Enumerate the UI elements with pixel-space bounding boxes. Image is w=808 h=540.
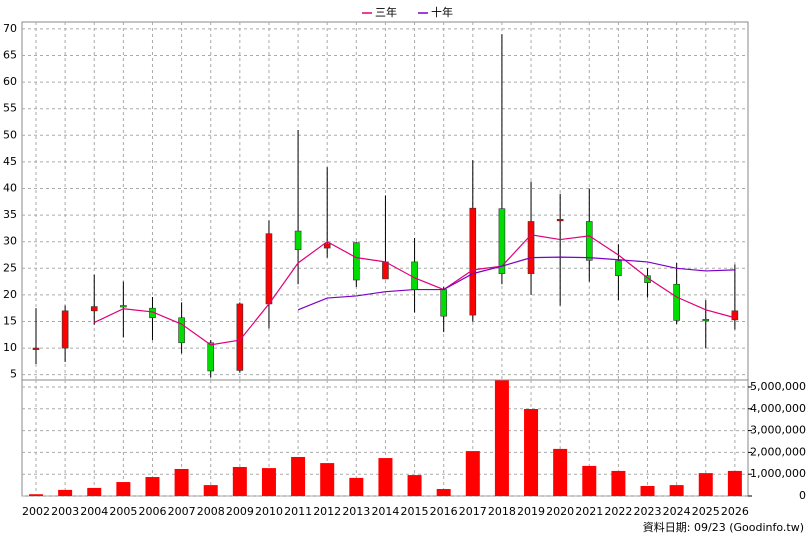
y-tick-label: 5 (10, 368, 17, 381)
volume-bar (58, 489, 73, 496)
x-tick-label: 2018 (488, 505, 516, 518)
y-tick-label: 65 (3, 49, 17, 62)
candle-body (120, 305, 127, 308)
volume-bar (465, 451, 480, 496)
y-tick-label: 10 (3, 341, 17, 354)
x-tick-label: 2010 (255, 505, 283, 518)
x-tick-label: 2024 (663, 505, 691, 518)
candle-body (585, 221, 593, 261)
y-tick-label: 15 (3, 314, 17, 327)
volume-bar (29, 494, 43, 496)
y2-tick-label: 3,000,000 (750, 424, 806, 437)
x-tick-label: 2012 (313, 505, 341, 518)
y2-tick-label: 0 (799, 489, 806, 502)
candle-body (32, 347, 40, 350)
volume-bar (349, 477, 364, 496)
x-tick-label: 2021 (575, 505, 603, 518)
candle-body (265, 233, 273, 305)
candle-body (498, 208, 506, 274)
x-tick-label: 2002 (22, 505, 50, 518)
x-tick-label: 2007 (168, 505, 196, 518)
x-tick-label: 2008 (197, 505, 225, 518)
x-tick-label: 2009 (226, 505, 254, 518)
y-tick-label: 25 (3, 261, 17, 274)
x-tick-label: 2013 (342, 505, 370, 518)
x-tick-label: 2004 (80, 505, 108, 518)
y-tick-label: 30 (3, 235, 17, 248)
volume-bar (320, 463, 335, 496)
y2-tick-label: 1,000,000 (750, 467, 806, 480)
volume-bar (407, 475, 422, 496)
y-tick-label: 60 (3, 75, 17, 88)
volume-bar (494, 380, 509, 496)
x-tick-label: 2025 (692, 505, 720, 518)
x-tick-label: 2023 (634, 505, 662, 518)
volume-bar (727, 470, 742, 496)
volume-bar (640, 485, 655, 496)
candle-body (673, 283, 680, 321)
x-tick-label: 2006 (138, 505, 166, 518)
x-tick-label: 2026 (721, 505, 749, 518)
volume-bar (582, 465, 597, 496)
volume-bar (116, 482, 131, 496)
candle-body (178, 317, 185, 344)
volume-bar (436, 489, 451, 496)
volume-bar (232, 467, 247, 496)
candle-body (440, 289, 447, 317)
legend-label: 三年 (375, 5, 397, 19)
y-tick-label: 70 (3, 22, 17, 35)
volume-bar (203, 485, 218, 496)
volume-bar (291, 456, 306, 496)
x-tick-label: 2016 (430, 505, 458, 518)
volume-bar (669, 485, 684, 496)
x-tick-label: 2005 (109, 505, 137, 518)
x-tick-label: 2011 (284, 505, 312, 518)
candle-body (702, 319, 710, 322)
candle-body (382, 261, 389, 280)
candle-body (469, 207, 477, 316)
volume-bar (145, 477, 160, 496)
y2-tick-label: 2,000,000 (750, 445, 806, 458)
y-tick-label: 45 (3, 155, 17, 168)
volume-bar (611, 470, 626, 496)
legend-label: 十年 (431, 5, 453, 19)
y-tick-label: 55 (3, 102, 17, 115)
candle-body (353, 242, 360, 281)
footer: 資料日期: 09/23 (Goodinfo.tw) (643, 520, 804, 534)
y2-tick-label: 5,000,000 (750, 380, 806, 393)
x-tick-label: 2019 (517, 505, 545, 518)
candle-body (411, 261, 418, 290)
y-tick-label: 40 (3, 181, 17, 194)
candle-body (527, 221, 535, 274)
candle-body (90, 306, 98, 312)
candle-body (731, 310, 739, 321)
volume-bar (174, 468, 189, 496)
volume-bar (87, 487, 102, 496)
candle-body (61, 310, 69, 349)
volume-bar (553, 448, 568, 496)
candle-body (207, 342, 215, 372)
x-tick-label: 2003 (51, 505, 79, 518)
y2-tick-label: 4,000,000 (750, 402, 806, 415)
x-tick-label: 2014 (371, 505, 399, 518)
y-tick-label: 35 (3, 208, 17, 221)
y-tick-label: 20 (3, 288, 17, 301)
candle-body (323, 243, 331, 249)
x-tick-label: 2017 (459, 505, 487, 518)
volume-bar (261, 468, 276, 496)
volume-bar (378, 458, 393, 496)
x-tick-label: 2022 (604, 505, 632, 518)
ma-line (297, 256, 735, 311)
ma-line (93, 234, 736, 346)
volume-bar (524, 409, 539, 496)
x-tick-label: 2020 (546, 505, 574, 518)
x-tick-label: 2015 (401, 505, 429, 518)
y-tick-label: 50 (3, 128, 17, 141)
candle-body (615, 260, 622, 277)
candle-body (294, 230, 302, 250)
volume-bar (698, 473, 713, 496)
candle-body (556, 219, 564, 222)
